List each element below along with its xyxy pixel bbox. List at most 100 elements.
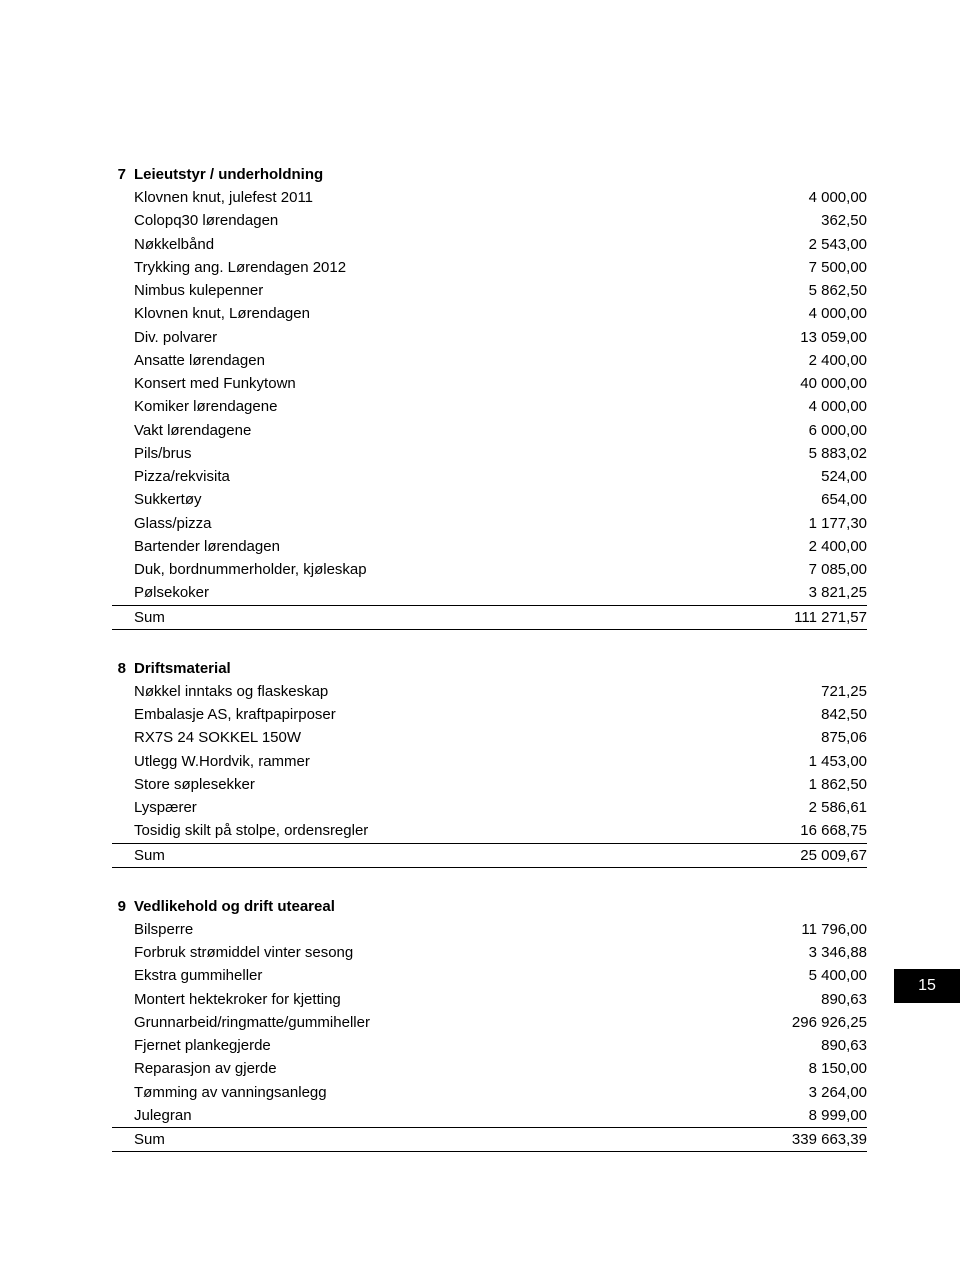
line-item-label: Ansatte lørendagen: [134, 349, 747, 372]
line-item-label: Konsert med Funkytown: [134, 372, 747, 395]
line-item: Montert hektekroker for kjetting890,63: [112, 988, 867, 1011]
line-item: Duk, bordnummerholder, kjøleskap7 085,00: [112, 558, 867, 581]
section-number: 7: [112, 166, 134, 183]
section-title: Driftsmaterial: [134, 660, 867, 677]
sum-value: 111 271,57: [747, 606, 867, 629]
line-item: Store søplesekker1 862,50: [112, 773, 867, 796]
line-item-label: Pølsekoker: [134, 581, 747, 604]
line-item: Nimbus kulepenner5 862,50: [112, 279, 867, 302]
line-item: Pølsekoker3 821,25: [112, 581, 867, 605]
line-item-label: Klovnen knut, julefest 2011: [134, 186, 747, 209]
section-header: 9Vedlikehold og drift uteareal: [112, 898, 867, 915]
line-item: Klovnen knut, Lørendagen4 000,00: [112, 302, 867, 325]
line-item: Vakt lørendagene6 000,00: [112, 419, 867, 442]
line-item-value: 2 400,00: [747, 349, 867, 372]
page-number: 15: [918, 977, 936, 995]
line-item-label: Nøkkel inntaks og flaskeskap: [134, 680, 747, 703]
line-item-value: 16 668,75: [747, 819, 867, 842]
line-item-label: Colopq30 lørendagen: [134, 209, 747, 232]
line-item: Tømming av vanningsanlegg3 264,00: [112, 1081, 867, 1104]
line-item-label: Utlegg W.Hordvik, rammer: [134, 750, 747, 773]
line-item-value: 524,00: [747, 465, 867, 488]
line-item-label: Bartender lørendagen: [134, 535, 747, 558]
line-item-label: Nimbus kulepenner: [134, 279, 747, 302]
line-item: Utlegg W.Hordvik, rammer1 453,00: [112, 750, 867, 773]
line-item: Pizza/rekvisita524,00: [112, 465, 867, 488]
line-item-label: Reparasjon av gjerde: [134, 1057, 747, 1080]
page-content: 7Leieutstyr / underholdning Klovnen knut,…: [112, 166, 867, 1182]
line-item-label: Nøkkelbånd: [134, 233, 747, 256]
line-item-value: 6 000,00: [747, 419, 867, 442]
line-item: Nøkkel inntaks og flaskeskap721,25: [112, 680, 867, 703]
line-item-value: 5 862,50: [747, 279, 867, 302]
sum-row: Sum25 009,67: [112, 844, 867, 868]
line-item-label: Julegran: [134, 1104, 747, 1127]
line-item-value: 296 926,25: [747, 1011, 867, 1034]
line-item-value: 11 796,00: [747, 918, 867, 941]
line-item-label: Tømming av vanningsanlegg: [134, 1081, 747, 1104]
sum-row: Sum339 663,39: [112, 1128, 867, 1152]
line-item-value: 842,50: [747, 703, 867, 726]
line-item-label: Grunnarbeid/ringmatte/gummiheller: [134, 1011, 747, 1034]
line-item-value: 7 085,00: [747, 558, 867, 581]
page-number-tab: 15: [894, 969, 960, 1003]
line-item-value: 875,06: [747, 726, 867, 749]
line-item-value: 5 883,02: [747, 442, 867, 465]
line-item: Ansatte lørendagen2 400,00: [112, 349, 867, 372]
line-item-value: 890,63: [747, 988, 867, 1011]
line-item: Embalasje AS, kraftpapirposer842,50: [112, 703, 867, 726]
line-item-label: Pils/brus: [134, 442, 747, 465]
line-item-value: 1 862,50: [747, 773, 867, 796]
line-item-label: Embalasje AS, kraftpapirposer: [134, 703, 747, 726]
line-item-label: Duk, bordnummerholder, kjøleskap: [134, 558, 747, 581]
line-item: Trykking ang. Lørendagen 20127 500,00: [112, 256, 867, 279]
line-item-value: 8 999,00: [747, 1104, 867, 1127]
line-item-value: 2 586,61: [747, 796, 867, 819]
line-item-label: Vakt lørendagene: [134, 419, 747, 442]
section-number: 9: [112, 898, 134, 915]
line-item-value: 13 059,00: [747, 326, 867, 349]
line-item: Colopq30 lørendagen362,50: [112, 209, 867, 232]
line-item: Komiker lørendagene4 000,00: [112, 395, 867, 418]
line-item-value: 1 177,30: [747, 512, 867, 535]
line-item-value: 654,00: [747, 488, 867, 511]
section-header: 7Leieutstyr / underholdning: [112, 166, 867, 183]
line-item: Reparasjon av gjerde8 150,00: [112, 1057, 867, 1080]
line-item-value: 4 000,00: [747, 186, 867, 209]
line-item-value: 362,50: [747, 209, 867, 232]
line-item-label: Store søplesekker: [134, 773, 747, 796]
line-item: Fjernet plankegjerde890,63: [112, 1034, 867, 1057]
sum-label: Sum: [134, 844, 747, 867]
line-item: Bartender lørendagen2 400,00: [112, 535, 867, 558]
section: 9Vedlikehold og drift uteareal Bilsperre1…: [112, 898, 867, 1153]
line-item: Konsert med Funkytown40 000,00: [112, 372, 867, 395]
line-item-value: 8 150,00: [747, 1057, 867, 1080]
section-number: 8: [112, 660, 134, 677]
line-item-value: 4 000,00: [747, 395, 867, 418]
line-item: Julegran8 999,00: [112, 1104, 867, 1128]
line-item-label: Tosidig skilt på stolpe, ordensregler: [134, 819, 747, 842]
line-item-label: Bilsperre: [134, 918, 747, 941]
line-item-value: 7 500,00: [747, 256, 867, 279]
line-item: Glass/pizza1 177,30: [112, 512, 867, 535]
line-item-label: Sukkertøy: [134, 488, 747, 511]
line-item: Sukkertøy654,00: [112, 488, 867, 511]
line-item: Nøkkelbånd2 543,00: [112, 233, 867, 256]
sum-row: Sum111 271,57: [112, 606, 867, 630]
section: 7Leieutstyr / underholdning Klovnen knut,…: [112, 166, 867, 630]
line-item-value: 890,63: [747, 1034, 867, 1057]
line-item: Tosidig skilt på stolpe, ordensregler16 …: [112, 819, 867, 843]
line-item-value: 1 453,00: [747, 750, 867, 773]
line-item-value: 4 000,00: [747, 302, 867, 325]
line-item-value: 2 400,00: [747, 535, 867, 558]
line-item: Lyspærer2 586,61: [112, 796, 867, 819]
line-item-label: Pizza/rekvisita: [134, 465, 747, 488]
line-item-label: Komiker lørendagene: [134, 395, 747, 418]
sum-value: 25 009,67: [747, 844, 867, 867]
line-item-value: 3 264,00: [747, 1081, 867, 1104]
line-item-label: Trykking ang. Lørendagen 2012: [134, 256, 747, 279]
line-item: Pils/brus5 883,02: [112, 442, 867, 465]
line-item-label: Div. polvarer: [134, 326, 747, 349]
line-item-label: Lyspærer: [134, 796, 747, 819]
line-item: RX7S 24 SOKKEL 150W875,06: [112, 726, 867, 749]
